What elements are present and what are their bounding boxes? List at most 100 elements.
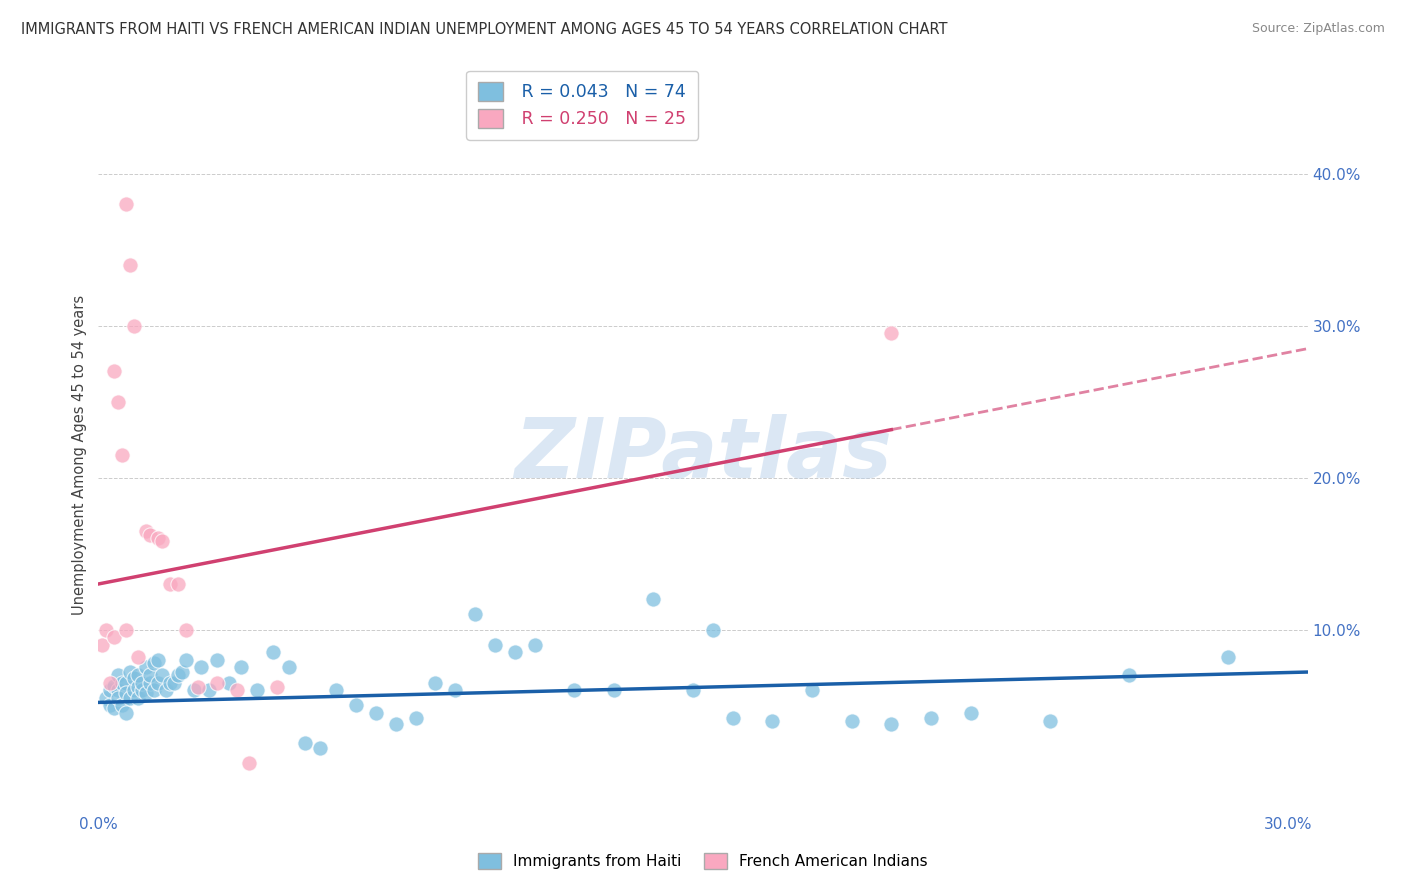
Point [120,258,142,272]
Point [127,649,149,664]
Point [111,675,134,690]
Point [702,623,724,637]
Point [920,710,942,724]
Point [103,630,125,644]
Point [107,668,129,682]
Point [405,710,427,724]
Point [425,675,447,690]
Point [163,675,186,690]
Point [115,197,138,211]
Point [841,714,863,728]
Text: ZIPatlas: ZIPatlas [515,415,891,495]
Point [344,698,367,713]
Point [139,675,162,690]
Point [111,698,134,713]
Point [107,683,129,698]
Point [198,683,221,698]
Point [103,701,125,715]
Point [682,683,704,698]
Point [174,653,197,667]
Legend:  R = 0.043   N = 74,  R = 0.250   N = 25: R = 0.043 N = 74, R = 0.250 N = 25 [467,70,697,140]
Point [226,683,249,698]
Point [127,690,149,705]
Point [115,675,138,690]
Point [174,623,197,637]
Point [444,683,467,698]
Point [115,686,138,700]
Point [183,683,205,698]
Point [484,638,506,652]
Point [218,675,240,690]
Point [122,683,145,698]
Point [880,326,903,341]
Point [103,679,125,693]
Point [603,683,626,698]
Point [159,577,181,591]
Point [186,680,208,694]
Point [231,660,253,674]
Point [238,756,260,771]
Point [115,623,138,637]
Point [207,675,229,690]
Point [464,607,486,622]
Point [98,675,121,690]
Point [120,690,142,705]
Point [523,638,546,652]
Point [643,592,665,607]
Point [277,660,299,674]
Point [146,653,169,667]
Point [801,683,824,698]
Point [91,638,114,652]
Point [503,645,526,659]
Point [761,714,783,728]
Point [150,534,173,549]
Point [139,668,162,682]
Point [262,645,284,659]
Point [207,653,229,667]
Point [150,668,173,682]
Point [384,716,406,731]
Point [246,683,269,698]
Point [309,741,332,756]
Point [155,683,177,698]
Point [166,668,188,682]
Point [131,675,153,690]
Point [131,683,153,698]
Point [96,690,118,705]
Point [721,710,744,724]
Point [120,665,142,679]
Point [1218,649,1240,664]
Point [1118,668,1140,682]
Point [142,683,165,698]
Point [98,683,121,698]
Point [1039,714,1062,728]
Point [122,671,145,685]
Point [122,318,145,333]
Point [959,706,981,720]
Point [294,736,316,750]
Point [880,716,903,731]
Point [266,680,288,694]
Point [135,686,157,700]
Text: IMMIGRANTS FROM HAITI VS FRENCH AMERICAN INDIAN UNEMPLOYMENT AMONG AGES 45 TO 54: IMMIGRANTS FROM HAITI VS FRENCH AMERICAN… [21,22,948,37]
Point [135,660,157,674]
Point [364,706,387,720]
Point [159,675,181,690]
Text: Source: ZipAtlas.com: Source: ZipAtlas.com [1251,22,1385,36]
Point [146,675,169,690]
Point [107,394,129,409]
Point [325,683,347,698]
Point [139,528,162,542]
Point [135,524,157,538]
Point [115,706,138,720]
Point [127,680,149,694]
Point [190,660,212,674]
Point [103,364,125,378]
Point [98,698,121,713]
Point [142,656,165,670]
Point [127,668,149,682]
Point [111,448,134,462]
Legend: Immigrants from Haiti, French American Indians: Immigrants from Haiti, French American I… [472,847,934,875]
Point [146,532,169,546]
Point [166,577,188,591]
